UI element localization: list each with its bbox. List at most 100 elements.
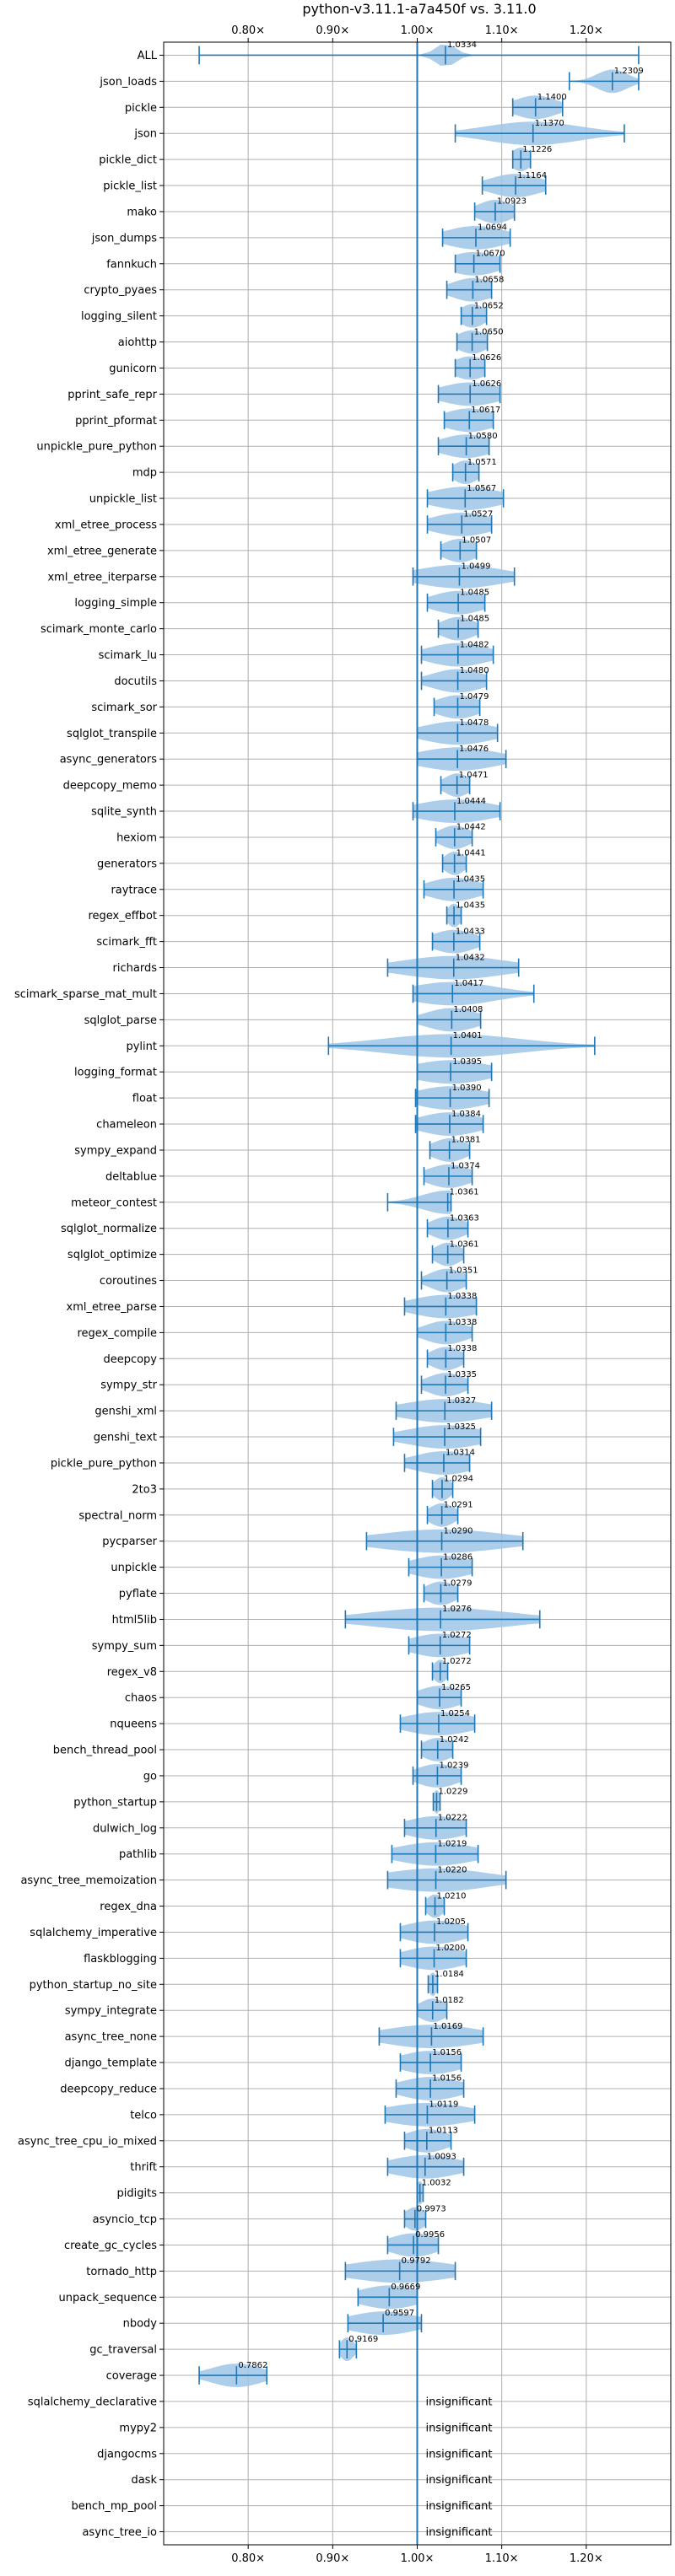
value-label: 0.9669 [391, 2283, 420, 2292]
x-tick-label-top: 1.20× [570, 24, 603, 37]
value-label: 1.0527 [463, 510, 493, 519]
benchmark-name: create_gc_cycles [64, 2240, 157, 2252]
benchmark-name: dulwich_log [93, 1822, 157, 1835]
value-label: 1.0210 [437, 1891, 467, 1901]
insignificant-label: insignificant [426, 2448, 493, 2460]
value-label: 0.9973 [417, 2204, 446, 2213]
benchmark-name: float [132, 1093, 157, 1105]
benchmark-name: asyncio_tcp [93, 2213, 157, 2226]
benchmark-name: nqueens [110, 1718, 157, 1731]
value-label: 1.1400 [537, 93, 567, 102]
value-label: 1.0220 [438, 1865, 467, 1874]
value-label: 1.0444 [456, 797, 486, 806]
plot-frame [163, 41, 672, 2546]
benchmark-name: aiohttp [118, 336, 157, 349]
value-label: 1.0658 [474, 275, 504, 284]
value-label: 1.0205 [436, 1917, 466, 1927]
benchmark-name: async_tree_cpu_io_mixed [18, 2135, 157, 2148]
value-label: 1.0335 [447, 1370, 477, 1379]
value-label: 1.0626 [472, 379, 501, 389]
value-label: 1.0374 [451, 1162, 480, 1171]
benchmark-name: sympy_str [100, 1379, 157, 1392]
benchmark-name: python_startup_no_site [30, 1979, 157, 1992]
benchmark-name: regex_v8 [107, 1666, 157, 1679]
value-label: 1.0113 [429, 2127, 458, 2136]
value-label: 1.0182 [435, 1996, 464, 2005]
value-label: 1.0482 [460, 640, 489, 649]
benchmark-name: crypto_pyaes [84, 284, 157, 297]
value-label: 1.0169 [433, 2022, 462, 2031]
value-label: 1.0617 [471, 406, 500, 415]
benchmark-name: gc_traversal [89, 2344, 157, 2357]
value-label: 1.1370 [535, 119, 564, 128]
benchmark-name: sqlglot_normalize [61, 1223, 157, 1235]
value-label: 1.0442 [456, 823, 486, 832]
benchmark-name: pickle [125, 102, 157, 115]
x-tick-label-bottom: 0.80× [231, 2552, 265, 2565]
value-label: 1.0435 [456, 901, 485, 910]
benchmark-name: async_generators [60, 754, 158, 766]
benchmark-name: pylint [126, 1041, 157, 1053]
value-label: 1.0580 [468, 432, 498, 441]
benchmark-name: dask [131, 2474, 157, 2487]
benchmark-name: sqlglot_optimize [68, 1249, 157, 1261]
benchmark-name: xml_etree_iterparse [47, 571, 157, 583]
benchmark-name: regex_dna [100, 1901, 157, 1913]
benchmark-name: django_template [65, 2057, 157, 2070]
value-label: 1.0361 [450, 1188, 479, 1197]
x-tick-label-bottom: 1.10× [485, 2552, 519, 2565]
benchmark-name: xml_etree_generate [47, 545, 157, 557]
benchmark-name: pickle_list [103, 180, 157, 193]
benchmark-name: spectral_norm [78, 1509, 157, 1522]
benchmark-name: mypy2 [119, 2422, 157, 2434]
x-tick-label-bottom: 1.00× [401, 2552, 435, 2565]
benchmark-name: fannkuch [106, 258, 157, 271]
benchmark-name: genshi_text [94, 1432, 157, 1444]
benchmark-name: thrift [130, 2161, 157, 2174]
value-label: 1.0338 [447, 1344, 477, 1353]
benchmark-name: scimark_monte_carlo [40, 623, 157, 636]
benchmark-name: xml_etree_process [55, 519, 157, 531]
benchmark-name: scimark_fft [96, 936, 157, 949]
value-label: 1.0334 [447, 40, 477, 50]
benchmark-name: json_loads [99, 76, 157, 89]
benchmark-name: hexiom [116, 831, 157, 844]
value-label: 1.1226 [522, 145, 552, 154]
insignificant-label: insignificant [426, 2396, 493, 2408]
value-label: 1.0219 [437, 1839, 467, 1848]
value-label: 1.0567 [467, 484, 496, 493]
benchmark-name: json [133, 128, 157, 141]
benchmark-name: deepcopy_memo [63, 780, 157, 793]
value-label: 1.0286 [443, 1552, 472, 1562]
value-label: 1.0156 [432, 2048, 462, 2057]
benchmark-name: unpack_sequence [58, 2292, 157, 2304]
benchmark-name: deepcopy [103, 1353, 157, 1366]
value-label: 1.0200 [436, 1944, 466, 1953]
value-label: 1.0254 [440, 1709, 470, 1718]
x-tick-label-top: 1.10× [485, 24, 519, 37]
value-label: 1.0272 [442, 1631, 472, 1640]
value-label: 0.7862 [238, 2361, 267, 2370]
benchmark-name: chaos [125, 1692, 157, 1705]
axis-layer: 0.80× 0.80× 0.90× 0.90× 1.00× 1.00× 1.10× 1.10×… [14, 24, 603, 2565]
value-label: 1.0694 [478, 223, 507, 233]
value-label: 1.0276 [442, 1605, 472, 1614]
value-label: 1.0432 [456, 953, 485, 962]
benchmark-name: nbody [123, 2318, 158, 2331]
benchmark-name: sqlalchemy_imperative [30, 1927, 157, 1939]
value-label: 1.0381 [451, 1136, 481, 1145]
value-label: 1.0363 [450, 1213, 479, 1223]
benchmark-name: sympy_integrate [65, 2005, 157, 2018]
value-label: 1.0480 [460, 666, 489, 675]
benchmark-name: unpickle [111, 1562, 157, 1574]
benchmark-name: pprint_pformat [75, 415, 157, 428]
value-label: 1.0156 [432, 2074, 462, 2084]
benchmark-name: html5lib [112, 1614, 157, 1627]
value-label: 1.0626 [472, 353, 501, 363]
value-label: 1.0222 [438, 1814, 467, 1823]
benchmark-name: sqlglot_parse [84, 1014, 157, 1027]
benchmark-name: pickle_pure_python [51, 1457, 157, 1470]
benchmark-name: deltablue [105, 1170, 157, 1183]
whisker-layer [198, 46, 640, 2385]
